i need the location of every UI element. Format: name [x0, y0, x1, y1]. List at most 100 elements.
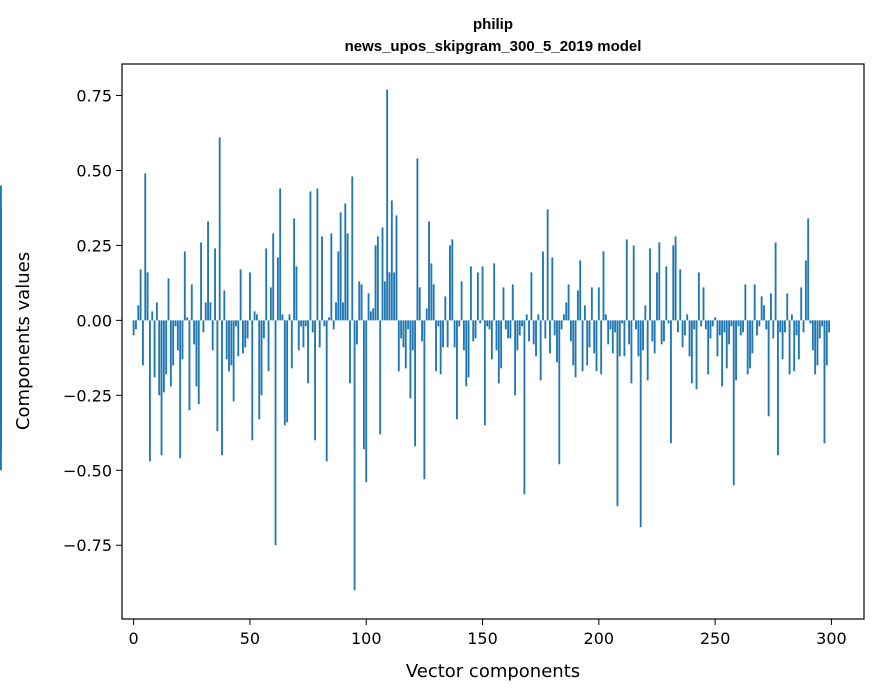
bar-229 — [665, 266, 668, 321]
bar-115 — [400, 320, 403, 339]
bar-291 — [809, 320, 812, 324]
bar-8 — [151, 311, 154, 321]
y-tick-label: −0.75 — [63, 536, 112, 555]
bar-287 — [800, 287, 803, 321]
bar-187 — [567, 284, 570, 321]
bar-250 — [714, 317, 717, 321]
bar-124 — [421, 320, 423, 342]
bar-242 — [695, 320, 698, 390]
bar-65 — [283, 320, 286, 426]
bar-91 — [344, 203, 347, 321]
bar-36 — [216, 320, 219, 432]
bar-215 — [632, 245, 635, 321]
bar-128 — [430, 263, 433, 321]
chart-title-line2: news_upos_skipgram_300_5_2019 model — [345, 38, 642, 55]
bar-16 — [169, 320, 172, 387]
bar-237 — [683, 320, 686, 336]
bar-125 — [423, 320, 426, 480]
bar-0 — [132, 320, 135, 336]
bar-95 — [353, 320, 356, 591]
bar-165 — [516, 320, 519, 351]
bar-188 — [569, 320, 572, 342]
bar-4 — [142, 320, 144, 366]
bar-273 — [767, 320, 770, 417]
bar-84 — [328, 317, 330, 321]
bar-64 — [281, 314, 284, 321]
bar-55 — [260, 320, 263, 396]
bar-134 — [444, 296, 447, 321]
y-tick-label: 0.50 — [76, 161, 112, 180]
bar-158 — [500, 320, 503, 369]
bars-group — [0, 89, 831, 591]
bar-121 — [414, 320, 417, 447]
bar-228 — [663, 320, 665, 342]
bar-88 — [337, 251, 340, 321]
bar-39 — [223, 290, 226, 321]
bar-68 — [290, 320, 293, 369]
bar-24 — [188, 320, 191, 411]
bar-86 — [332, 320, 335, 330]
bar-53 — [255, 314, 258, 321]
bar-260 — [737, 320, 740, 327]
bar-172 — [532, 320, 535, 345]
bar-135 — [446, 320, 449, 348]
bar-150 — [481, 266, 484, 321]
bar-144 — [467, 320, 470, 378]
bar-214 — [630, 320, 633, 384]
bar-129 — [432, 284, 435, 321]
bar-171 — [530, 272, 533, 321]
bar-142 — [462, 320, 465, 351]
bar-233 — [674, 236, 677, 321]
bar-157 — [497, 320, 500, 384]
bar-152 — [486, 320, 489, 327]
bar-194 — [583, 305, 586, 321]
bar-56 — [262, 320, 265, 339]
bar-74 — [304, 320, 307, 327]
bar-85 — [330, 233, 333, 321]
bar-257 — [730, 320, 733, 327]
bar-286 — [797, 320, 800, 360]
bar-21 — [181, 320, 184, 360]
bar-145 — [469, 266, 472, 321]
bar-197 — [590, 287, 593, 321]
bar-190 — [574, 320, 577, 378]
bar-218 — [639, 320, 642, 528]
bar-30 — [202, 320, 205, 333]
bar-72 — [300, 320, 303, 327]
bar-297 — [823, 320, 826, 444]
bar-140 — [458, 320, 461, 327]
bar-212 — [625, 239, 628, 321]
bar-87 — [335, 302, 337, 321]
bar-284 — [793, 320, 796, 372]
bar-62 — [276, 257, 279, 321]
bar-193 — [581, 320, 584, 372]
bar-295 — [818, 320, 821, 339]
bar-277 — [777, 320, 779, 456]
bar-106 — [379, 320, 382, 435]
bar-285 — [795, 320, 798, 336]
x-tick-label: 300 — [816, 629, 847, 648]
bar-148 — [476, 272, 479, 321]
bar-279 — [781, 320, 784, 360]
bar-205 — [609, 320, 612, 330]
bar-177 — [544, 320, 547, 339]
bar-27 — [195, 320, 198, 387]
bar-146 — [472, 320, 475, 342]
bar-151 — [483, 320, 486, 426]
bar-298 — [825, 320, 828, 366]
bar-60 — [272, 233, 275, 321]
bar-264 — [746, 320, 749, 375]
bar-67 — [288, 314, 291, 321]
bar-22 — [183, 251, 186, 321]
bar-49 — [246, 320, 249, 339]
bar-241 — [693, 320, 696, 330]
bar-183 — [558, 320, 561, 465]
bar-178 — [546, 209, 549, 321]
bar-17 — [172, 320, 175, 366]
bar-253 — [721, 320, 724, 387]
bar-170 — [528, 320, 530, 342]
bar-110 — [388, 272, 391, 321]
bar-262 — [742, 320, 744, 333]
bar-149 — [479, 320, 482, 324]
